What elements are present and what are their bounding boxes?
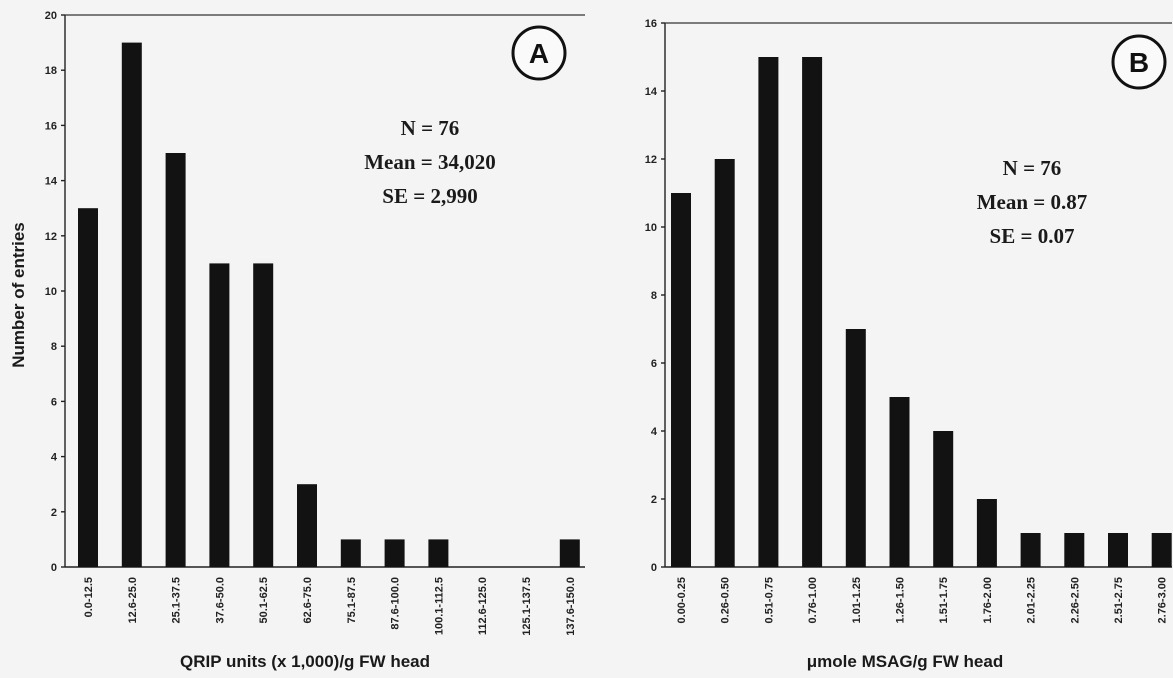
panel-a-x-tick-label: 125.1-137.5 [521, 577, 533, 636]
panel-b-stat-mean: Mean = 0.87 [977, 190, 1088, 214]
panel-b-x-tick-label: 1.51-1.75 [938, 577, 950, 623]
panel-a-x-tick-label: 25.1-37.5 [171, 577, 183, 623]
panel-b-x-tick-label: 1.76-2.00 [982, 577, 994, 623]
panel-a-bar [384, 539, 405, 567]
panel-b-stat-n: N = 76 [1003, 156, 1062, 180]
panel-a-x-tick-label: 75.1-87.5 [346, 577, 358, 623]
panel-a-bar [340, 539, 361, 567]
panel-a-bar [209, 263, 230, 567]
panel-b-bar [1020, 533, 1041, 567]
panel-b-bar [714, 159, 735, 567]
panel-a-y-tick-label: 16 [45, 120, 57, 132]
panel-b-x-tick-label: 0.51-0.75 [763, 577, 775, 623]
panel-a-letter: A [529, 38, 549, 69]
panel-a-y-tick-label: 4 [51, 452, 58, 464]
panel-b-x-tick-label: 0.26-0.50 [720, 577, 732, 623]
panel-b-chart: 0 2 4 6 8 10 12 14 16 0.00-0.25 0.26-0.50 0.51-0.75… [645, 18, 1172, 623]
panel-b-bar [933, 431, 954, 567]
panel-a-x-tick-label: 100.1-112.5 [433, 577, 445, 635]
panel-b-bar [671, 193, 691, 567]
panel-a-x-tick-label: 37.6-50.0 [214, 577, 226, 623]
panel-b-y-tick-label: 2 [651, 494, 657, 506]
panel-a-y-tick-label: 14 [45, 176, 58, 188]
panel-b-bar [1064, 533, 1085, 567]
panel-a-bar [165, 153, 186, 567]
panel-a-x-tick-label: 137.6-150.0 [565, 577, 577, 636]
panel-a-y-tick-label: 8 [51, 341, 57, 353]
panel-a-x-tick-label: 87.6-100.0 [390, 577, 402, 630]
panel-a-letter-badge [511, 25, 567, 81]
panel-b-x-tick-label: 0.00-0.25 [676, 577, 688, 623]
panel-b-letter: B [1129, 47, 1149, 78]
panel-b-x-axis-label: μmole MSAG/g FW head [807, 652, 1003, 671]
panel-a-x-tick-label: 112.6-125.0 [477, 577, 489, 635]
panel-a-bar [78, 208, 98, 567]
panel-b-y-tick-label: 12 [645, 154, 657, 166]
panel-b-y-tick-label: 4 [651, 426, 658, 438]
panel-b-x-tick-label: 2.51-2.75 [1113, 577, 1125, 623]
panel-b-y-tick-label: 16 [645, 18, 657, 30]
panel-a-x-axis-label: QRIP units (x 1,000)/g FW head [180, 652, 430, 671]
panel-b-x-tick-label: 2.26-2.50 [1069, 577, 1081, 623]
panel-a-y-tick-label: 20 [45, 10, 57, 22]
panel-b-stat-se: SE = 0.07 [990, 224, 1075, 248]
panel-b-bar [1151, 533, 1172, 567]
panel-a-stat-n: N = 76 [401, 116, 460, 140]
panel-b-x-tick-label: 1.01-1.25 [851, 577, 863, 623]
panel-a-bar [253, 263, 274, 567]
panel-b-y-tick-label: 6 [651, 358, 657, 370]
panel-a-bar [428, 539, 449, 567]
panel-a-y-tick-label: 6 [51, 396, 57, 408]
panel-a-bar [121, 42, 142, 568]
panel-b-x-tick-label: 2.76-3.00 [1157, 577, 1169, 623]
panel-b-x-tick-label: 1.26-1.50 [895, 577, 907, 623]
panel-a-x-tick-label: 50.1-62.5 [258, 577, 270, 623]
panel-a-x-tick-label: 0.0-12.5 [83, 577, 95, 617]
panel-b-bar [758, 57, 779, 567]
panel-b-y-tick-label: 0 [651, 562, 657, 574]
panel-a-y-tick-label: 18 [45, 65, 57, 77]
panel-b-y-tick-label: 14 [645, 86, 658, 98]
panel-a-stat-se: SE = 2,990 [382, 184, 477, 208]
panel-a-stat-mean: Mean = 34,020 [364, 150, 496, 174]
panel-b-bar [976, 499, 997, 567]
panel-a-bar [297, 484, 317, 567]
panel-b-bar [889, 397, 910, 567]
y-axis-label: Number of entries [9, 222, 28, 367]
panel-a-x-tick-label: 12.6-25.0 [127, 577, 139, 623]
panel-b-bar [802, 57, 823, 567]
panel-b-bar [1108, 533, 1128, 567]
panel-b-letter-badge [1111, 34, 1167, 90]
panel-b-x-tick-label: 0.76-1.00 [807, 577, 819, 623]
panel-b-x-tick-label: 2.01-2.25 [1026, 577, 1038, 623]
panel-a-x-tick-label: 62.6-75.0 [302, 577, 314, 623]
panel-b-y-tick-label: 8 [651, 290, 657, 302]
panel-b-y-tick-label: 10 [645, 222, 657, 234]
panel-a-y-tick-label: 12 [45, 231, 57, 243]
panel-a-bar [559, 539, 580, 567]
panel-a-y-tick-label: 0 [51, 562, 57, 574]
panel-a-y-tick-label: 2 [51, 507, 57, 519]
panel-a-chart: 0 2 4 6 8 10 12 14 16 18 20 0.0-12.5 12.6-25.0 25.1-3… [45, 10, 585, 636]
panel-b-bar [845, 329, 866, 567]
panel-a-y-tick-label: 10 [45, 286, 57, 298]
